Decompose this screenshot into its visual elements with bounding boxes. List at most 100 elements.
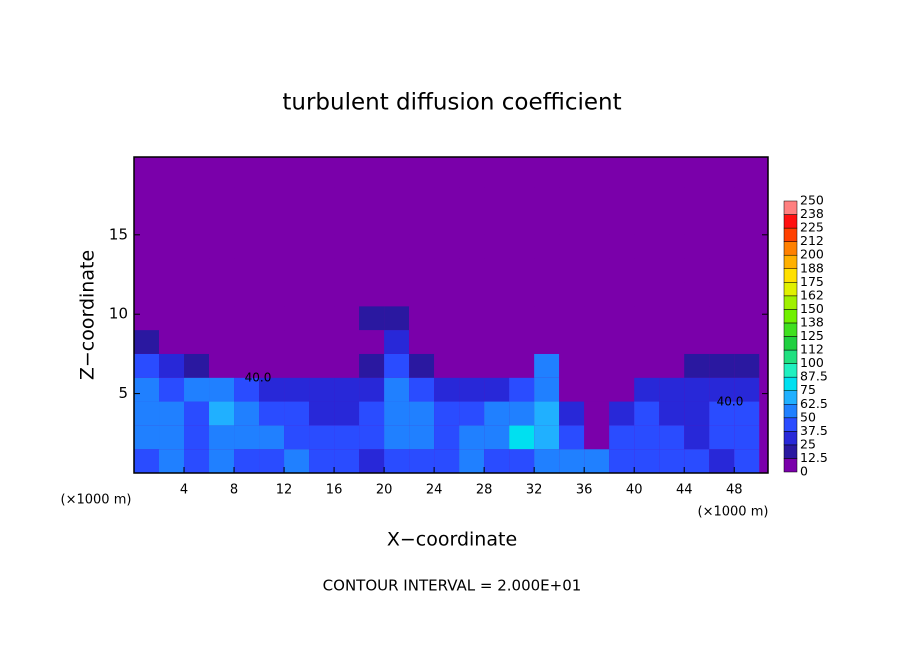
heat-cell xyxy=(159,282,185,307)
heat-cell xyxy=(559,377,585,402)
footer-note: CONTOUR INTERVAL = 2.000E+01 xyxy=(323,577,582,595)
heat-cell xyxy=(259,234,285,259)
plot-frame xyxy=(133,156,769,474)
heat-cell xyxy=(659,306,685,331)
heat-cell xyxy=(259,401,285,426)
heat-cell xyxy=(434,210,460,235)
heat-cell xyxy=(509,234,535,259)
heat-cell xyxy=(159,401,185,426)
heat-cell xyxy=(384,449,410,473)
heat-cell xyxy=(134,163,160,188)
heat-cell xyxy=(309,163,335,188)
heat-cell xyxy=(734,425,760,450)
heat-cell xyxy=(659,401,685,426)
heat-cell xyxy=(509,187,535,211)
heat-cell xyxy=(209,258,235,283)
heat-cell xyxy=(584,210,610,235)
heat-cell xyxy=(684,449,710,473)
heat-cell xyxy=(534,377,560,402)
heat-cell xyxy=(159,449,185,473)
heat-cell xyxy=(734,449,760,473)
heat-cell xyxy=(234,234,260,259)
heat-cell xyxy=(709,330,735,354)
colorbar-swatch xyxy=(783,282,798,297)
heat-cell xyxy=(134,187,160,211)
x-tick-label: 8 xyxy=(230,483,238,498)
heat-cell xyxy=(609,282,635,307)
heat-cell xyxy=(134,306,160,331)
heat-cell xyxy=(634,377,660,402)
x-unit-label: (×1000 m) xyxy=(698,505,769,520)
heat-cell xyxy=(484,353,510,378)
heat-cell xyxy=(459,258,485,283)
y-tick-label: 10 xyxy=(109,305,128,323)
heat-cell xyxy=(334,377,360,402)
heat-cell xyxy=(259,425,285,450)
heat-cell xyxy=(609,353,635,378)
heat-cell xyxy=(609,210,635,235)
heat-cell xyxy=(409,210,435,235)
heat-cell xyxy=(284,353,310,378)
heat-cell xyxy=(159,234,185,259)
heat-cell xyxy=(459,282,485,307)
colorbar-label: 238 xyxy=(800,206,824,221)
heat-cell xyxy=(309,306,335,331)
x-tick-label: 40 xyxy=(626,483,643,498)
contour-label: 40.0 xyxy=(717,395,744,409)
heat-cell xyxy=(409,234,435,259)
heat-cell xyxy=(634,210,660,235)
heat-cell xyxy=(659,449,685,473)
heat-cell xyxy=(159,377,185,402)
heat-cell xyxy=(334,258,360,283)
heat-cell xyxy=(134,330,160,354)
heat-cell xyxy=(609,234,635,259)
heat-cell xyxy=(559,187,585,211)
heat-cell xyxy=(434,187,460,211)
heat-cell xyxy=(584,449,610,473)
heat-cell xyxy=(359,234,385,259)
heat-cell xyxy=(359,210,385,235)
x-axis-label: X−coordinate xyxy=(387,529,517,551)
colorbar-swatch xyxy=(783,322,798,337)
colorbar-label: 12.5 xyxy=(800,450,828,465)
x-tick-label: 44 xyxy=(676,483,693,498)
heat-cell xyxy=(334,187,360,211)
heat-cell xyxy=(334,282,360,307)
chart-title: turbulent diffusion coefficient xyxy=(282,90,621,116)
heat-cell xyxy=(634,330,660,354)
heat-cell xyxy=(209,187,235,211)
y-tick-label: 5 xyxy=(118,384,128,402)
heat-cell xyxy=(134,449,160,473)
colorbar-label: 75 xyxy=(800,382,816,397)
heat-cell xyxy=(159,353,185,378)
colorbar-swatch xyxy=(783,376,798,391)
heat-cell xyxy=(459,401,485,426)
colorbar-label: 138 xyxy=(800,314,824,329)
heat-cell xyxy=(459,353,485,378)
heat-cell xyxy=(409,377,435,402)
colorbar-label: 200 xyxy=(800,247,824,262)
heat-cell xyxy=(209,306,235,331)
heat-cell xyxy=(709,306,735,331)
x-tick-label: 36 xyxy=(576,483,593,498)
heat-cell xyxy=(434,425,460,450)
heat-cell xyxy=(134,282,160,307)
heat-cell xyxy=(734,258,760,283)
colorbar-label: 175 xyxy=(800,274,824,289)
heat-cell xyxy=(459,330,485,354)
heat-cell xyxy=(484,401,510,426)
heat-cell xyxy=(259,187,285,211)
heat-cell xyxy=(209,377,235,402)
heat-cell xyxy=(734,377,760,402)
colorbar-swatch xyxy=(783,241,798,256)
heat-cell xyxy=(134,353,160,378)
colorbar-label: 125 xyxy=(800,328,824,343)
heat-cell xyxy=(359,306,385,331)
heat-cell xyxy=(559,282,585,307)
heat-cell xyxy=(309,282,335,307)
heat-cell xyxy=(584,377,610,402)
heat-cell xyxy=(534,330,560,354)
heat-cell xyxy=(134,258,160,283)
heat-cell xyxy=(134,234,160,259)
heat-cell xyxy=(559,449,585,473)
